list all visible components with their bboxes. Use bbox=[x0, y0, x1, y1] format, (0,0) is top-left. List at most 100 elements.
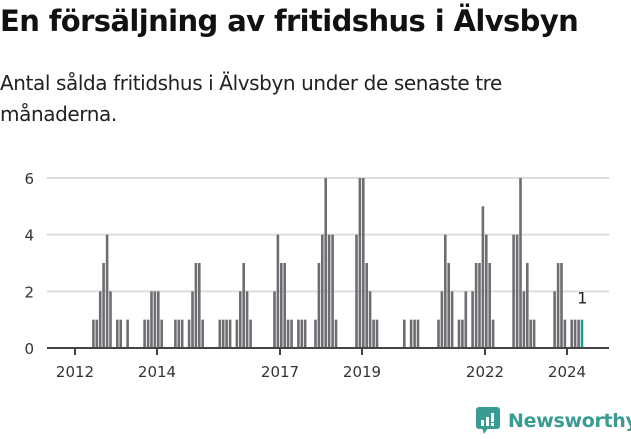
bar bbox=[481, 206, 485, 348]
bars bbox=[92, 178, 584, 348]
bar bbox=[245, 291, 249, 348]
bar bbox=[577, 319, 580, 348]
bar bbox=[515, 234, 519, 348]
bar bbox=[109, 291, 112, 348]
bar bbox=[160, 319, 163, 348]
chart-title: En försäljning av fritidshus i Älvsbyn bbox=[0, 4, 579, 38]
x-tick-label: 2017 bbox=[261, 363, 299, 381]
bar bbox=[303, 319, 307, 348]
bar bbox=[375, 319, 379, 348]
bar bbox=[368, 291, 372, 348]
bar bbox=[297, 319, 300, 348]
bar bbox=[573, 319, 577, 348]
bar bbox=[444, 234, 447, 348]
bar bbox=[563, 319, 567, 348]
chart-subtitle: Antal sålda fritidshus i Älvsbyn under d… bbox=[0, 71, 502, 126]
y-tick-label: 2 bbox=[24, 283, 34, 301]
bar bbox=[526, 263, 529, 348]
bar bbox=[372, 319, 375, 348]
bar bbox=[512, 234, 515, 348]
bar bbox=[447, 263, 450, 348]
bar bbox=[249, 319, 252, 348]
bar bbox=[221, 319, 225, 348]
bar bbox=[474, 263, 478, 348]
bar bbox=[560, 263, 563, 348]
bar bbox=[362, 178, 365, 348]
bar bbox=[218, 319, 222, 348]
bar bbox=[314, 319, 317, 348]
x-tick-label: 2014 bbox=[138, 363, 176, 381]
bar bbox=[153, 291, 157, 348]
y-tick-label: 0 bbox=[24, 340, 34, 358]
bar bbox=[519, 178, 522, 348]
x-tick-label: 2022 bbox=[466, 363, 504, 381]
bar bbox=[478, 263, 481, 348]
bar bbox=[450, 291, 454, 348]
bar bbox=[553, 291, 556, 348]
highlight-bar bbox=[580, 319, 584, 348]
bar bbox=[174, 319, 177, 348]
bar bbox=[416, 319, 420, 348]
bar bbox=[239, 291, 242, 348]
bar bbox=[119, 319, 122, 348]
bar bbox=[283, 263, 286, 348]
bar bbox=[358, 178, 362, 348]
bar bbox=[143, 319, 146, 348]
bar bbox=[334, 319, 338, 348]
bar bbox=[177, 319, 181, 348]
bar bbox=[146, 319, 150, 348]
newsworthy-logo: Newsworthy bbox=[476, 407, 631, 435]
bar bbox=[157, 291, 160, 348]
bar bbox=[228, 319, 232, 348]
bar bbox=[556, 263, 560, 348]
bar bbox=[324, 178, 327, 348]
bar bbox=[276, 234, 280, 348]
bar bbox=[440, 291, 444, 348]
bar bbox=[191, 291, 194, 348]
bar bbox=[105, 234, 109, 348]
bar bbox=[461, 319, 464, 348]
bar bbox=[355, 234, 358, 348]
bar bbox=[300, 319, 304, 348]
bar bbox=[403, 319, 406, 348]
bar bbox=[570, 319, 573, 348]
bar bbox=[365, 263, 368, 348]
bar bbox=[225, 319, 228, 348]
y-axis-labels: 0 2 4 6 bbox=[24, 170, 34, 358]
bar bbox=[198, 263, 201, 348]
bar bbox=[437, 319, 440, 348]
bar bbox=[491, 319, 495, 348]
x-tick-label: 2024 bbox=[548, 363, 586, 381]
bar bbox=[532, 319, 536, 348]
bar bbox=[235, 319, 239, 348]
bar bbox=[194, 263, 198, 348]
bar bbox=[464, 291, 468, 348]
bar bbox=[180, 319, 184, 348]
bar bbox=[317, 263, 321, 348]
bar bbox=[485, 234, 488, 348]
bar bbox=[413, 319, 416, 348]
x-tick-label: 2012 bbox=[56, 363, 94, 381]
bar bbox=[150, 291, 153, 348]
bar bbox=[409, 319, 413, 348]
x-tick-label: 2019 bbox=[343, 363, 381, 381]
bar bbox=[327, 234, 331, 348]
bar bbox=[522, 291, 526, 348]
bar bbox=[92, 319, 95, 348]
bar bbox=[488, 263, 491, 348]
last-value-annotation: 1 bbox=[577, 289, 587, 308]
bar bbox=[126, 319, 129, 348]
bar-chart: 0 2 4 6 2012 2014 2017 2019 2022 2024 1 bbox=[24, 170, 609, 381]
bar bbox=[95, 319, 99, 348]
bar bbox=[471, 291, 474, 348]
bar bbox=[286, 319, 290, 348]
bar bbox=[290, 319, 293, 348]
bar bbox=[457, 319, 461, 348]
y-tick-label: 6 bbox=[24, 170, 34, 188]
x-axis-ticks: 2012 2014 2017 2019 2022 2024 bbox=[56, 348, 586, 381]
bar bbox=[280, 263, 283, 348]
y-tick-label: 4 bbox=[24, 227, 34, 245]
logo-text: Newsworthy bbox=[508, 410, 631, 432]
bar bbox=[242, 263, 245, 348]
bar bbox=[273, 291, 276, 348]
